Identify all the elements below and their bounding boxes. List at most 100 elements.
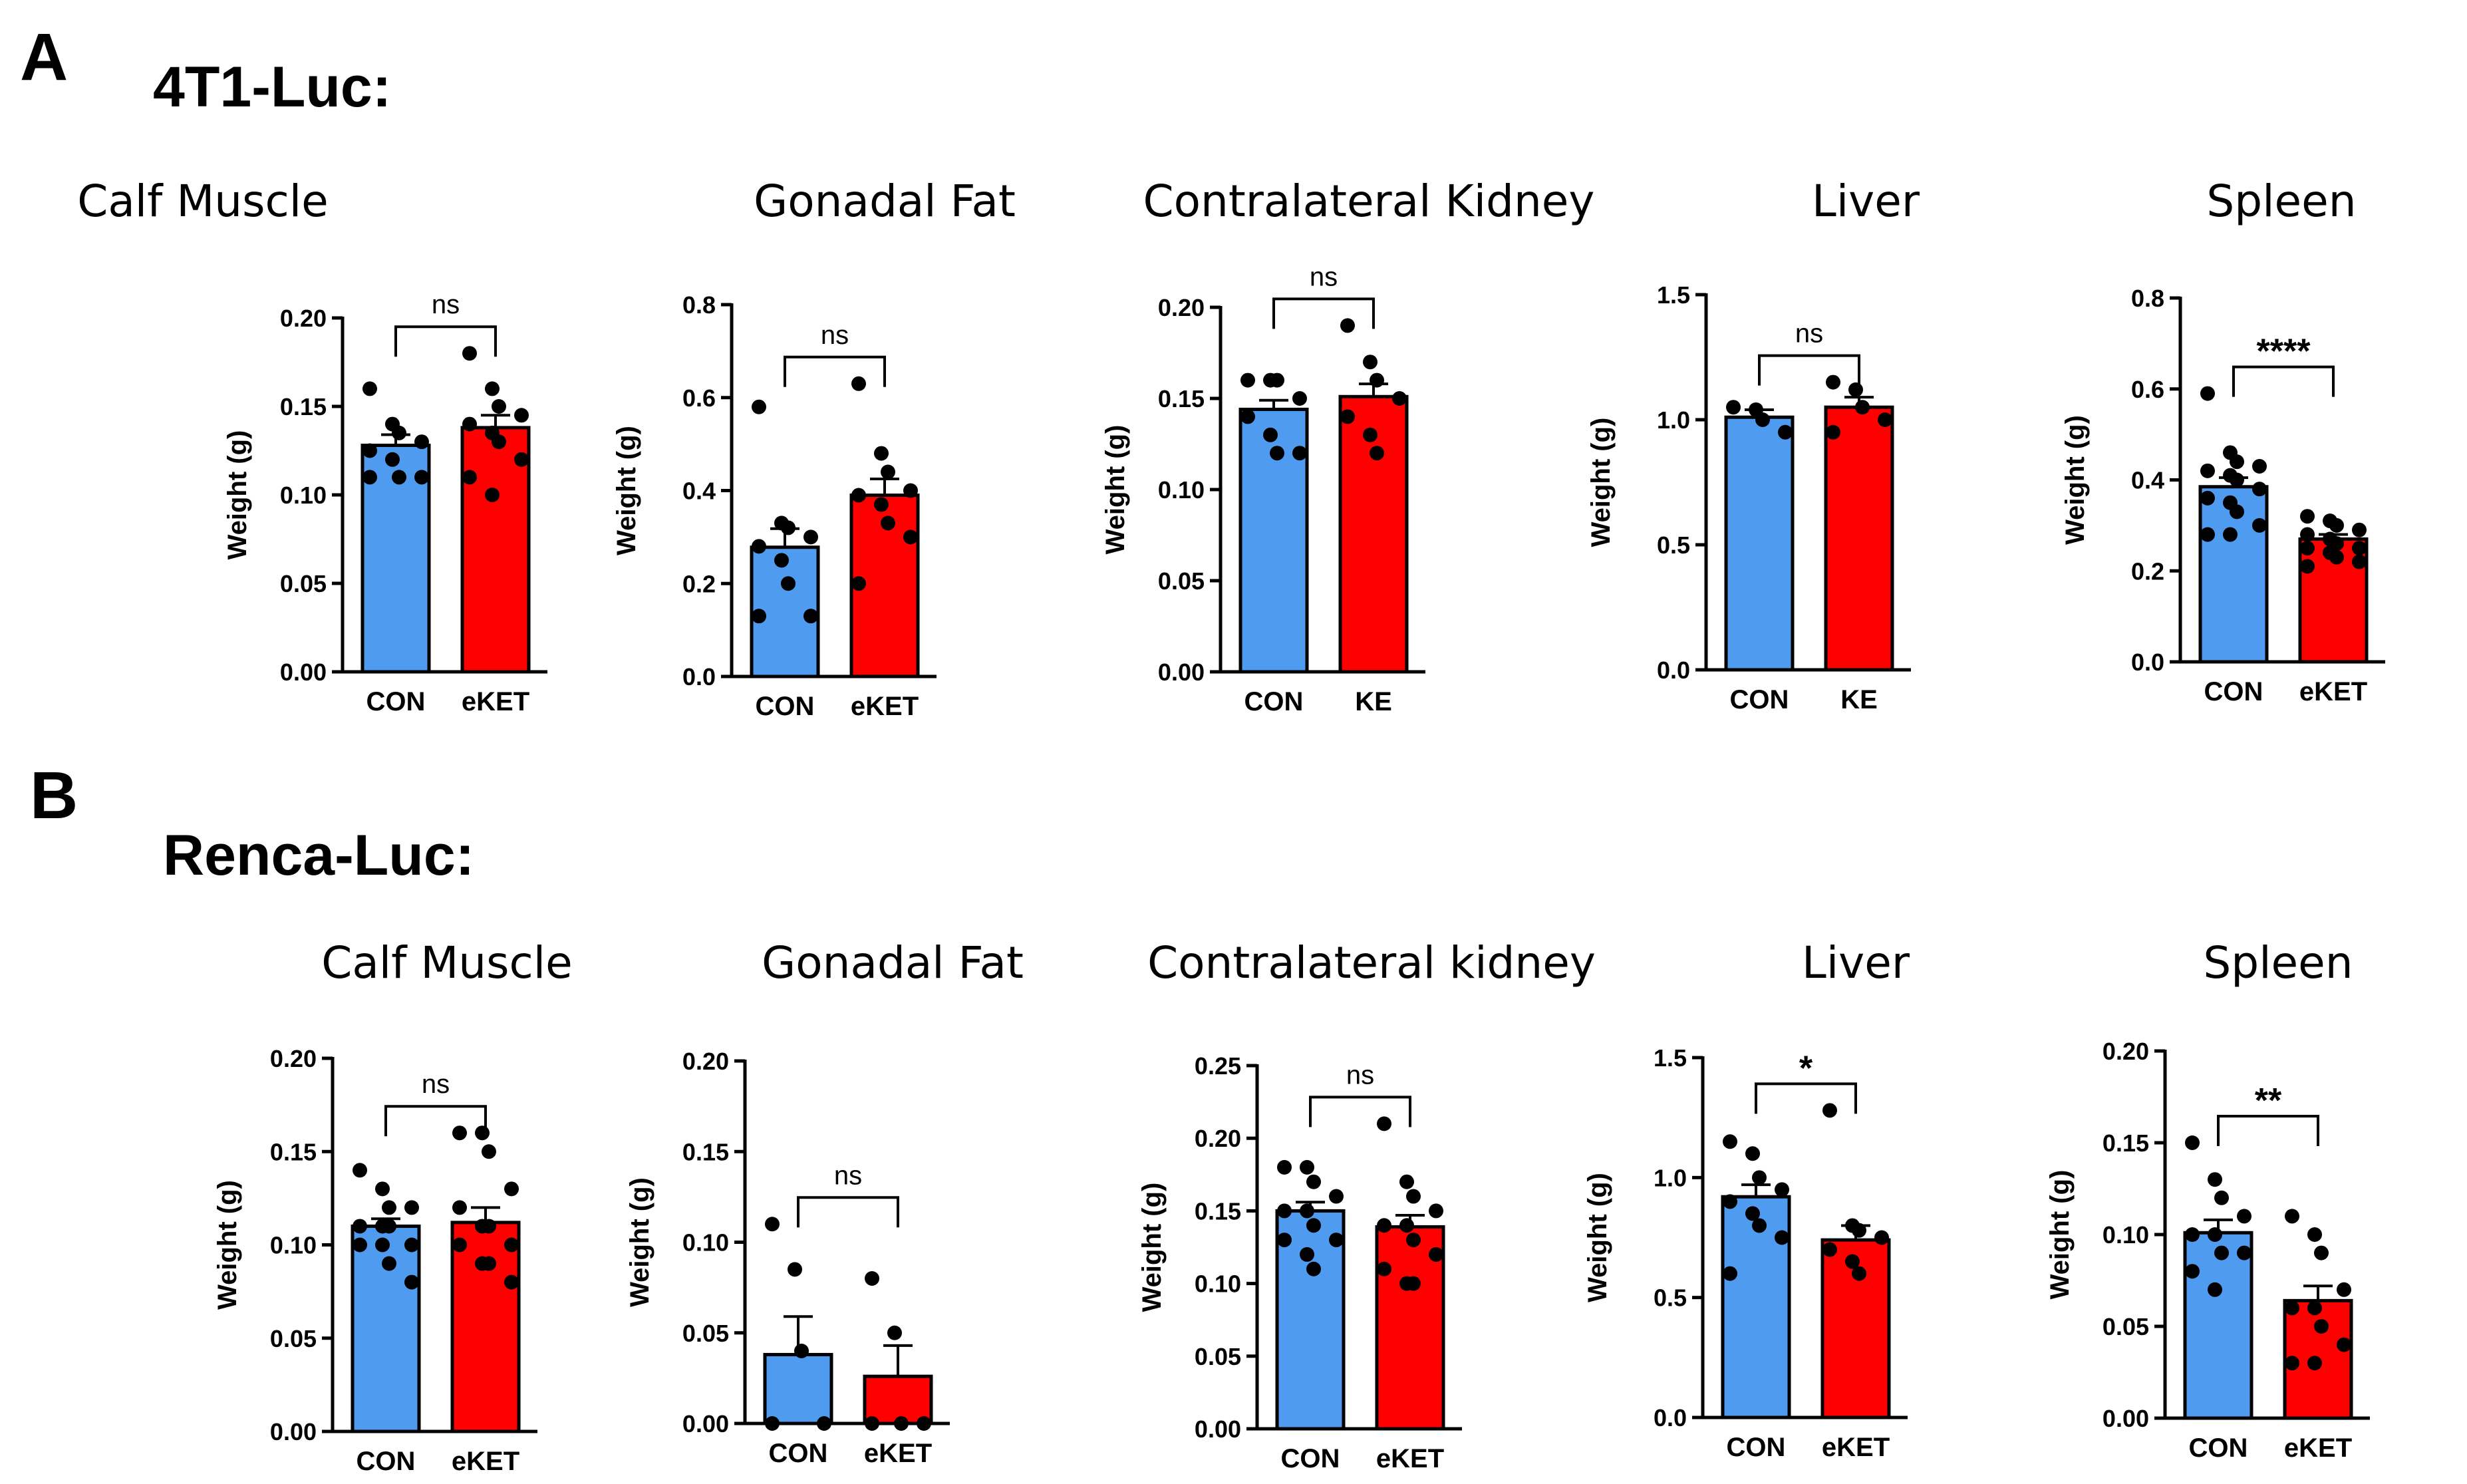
y-tick-label: 0.8 [2131,285,2164,312]
category-label: CON [756,692,815,721]
data-point [2300,559,2315,574]
data-point [482,1219,496,1234]
category-label: eKET [2299,677,2367,706]
chart-8: Contralateral kidney 0.00 0.05 0.10 0.15 0.20… [1137,937,1596,1473]
y-tick-label: 1.5 [1654,1044,1687,1072]
y-tick-label: 0.05 [682,1320,729,1347]
y-tick-label: 0.00 [2103,1405,2149,1432]
data-point [414,470,429,485]
y-tick-label: 0.8 [682,291,716,319]
data-point [765,1217,780,1232]
data-point [774,553,789,568]
data-point [781,576,796,591]
data-point [1392,391,1407,406]
data-point [803,609,818,624]
data-point [2230,454,2244,470]
y-axis-label: Weight (g) [612,426,641,555]
chart-10: Spleen 0.00 0.05 0.10 0.15 0.20 Weight (g) CON e… [2045,937,2370,1463]
y-tick-label: 0.15 [1195,1197,1241,1225]
y-tick-label: 0.15 [270,1138,317,1165]
category-label: eKET [452,1447,519,1476]
data-point [1270,446,1284,461]
data-point [1277,1233,1292,1248]
data-point [1848,382,1863,397]
y-tick-label: 0.4 [2131,467,2164,494]
y-tick-label: 1.0 [1654,1164,1687,1191]
significance-bracket [1758,354,1860,386]
data-point [2329,549,2344,565]
y-tick-label: 0.00 [682,1410,729,1437]
data-point [482,1144,496,1159]
data-point [475,1125,490,1141]
data-point [1852,1223,1866,1238]
data-point [462,346,477,361]
data-point [2214,1190,2229,1205]
data-point [1240,409,1255,424]
data-point [2230,504,2244,519]
charts-group: Calf Muscle 0.00 0.05 0.10 0.15 0.20 Weight (g… [77,176,2385,1476]
y-axis-label: Weight (g) [2045,1170,2075,1300]
category-label: eKET [851,692,919,721]
data-point [874,497,889,512]
chart-title: Spleen [2206,176,2356,227]
data-point [1845,1254,1860,1269]
data-point [1826,424,1840,440]
y-tick-label: 0.0 [1654,1404,1687,1431]
significance-bracket [2232,365,2335,397]
category-label: eKET [1376,1444,1444,1473]
significance-bracket [2217,1115,2319,1146]
data-point [1292,446,1307,461]
chart-title: Gonadal Fat [762,937,1024,988]
data-point [2214,1245,2229,1261]
data-point [1263,427,1278,442]
data-point [382,1256,396,1271]
data-point [452,1125,467,1141]
chart-9: Liver 0.0 0.5 1.0 1.5 Weight (g) CON eKET * [1583,937,1910,1462]
y-tick-label: 0.0 [682,663,716,690]
y-tick-label: 0.5 [1657,531,1690,559]
data-point [1306,1261,1321,1276]
data-point [1240,372,1255,388]
data-point [1429,1247,1443,1262]
y-tick-label: 0.05 [270,1325,317,1352]
category-label: CON [1727,1433,1786,1462]
data-point [2200,527,2215,542]
data-point [1723,1194,1737,1209]
significance-label: ns [1346,1060,1374,1090]
data-point [1874,1230,1889,1245]
data-point [1340,318,1355,333]
data-point [817,1416,831,1431]
data-point [353,1237,367,1253]
data-point [1855,400,1870,415]
data-point [2252,482,2267,497]
data-point [1277,1159,1292,1175]
data-point [2300,541,2315,556]
chart-3: Contralateral Kidney 0.00 0.05 0.10 0.15 0.20… [1101,176,1594,716]
significance-label: ns [821,321,849,350]
data-point [2200,386,2215,401]
significance-bracket [384,1105,487,1137]
y-axis-label: Weight (g) [1101,425,1130,555]
data-point [2208,1227,2222,1242]
data-point [1826,374,1840,390]
data-point [382,1219,396,1234]
y-tick-label: 0.10 [682,1229,729,1257]
data-point [452,1237,467,1253]
y-tick-label: 0.20 [280,305,327,332]
y-tick-label: 0.00 [280,659,327,686]
y-axis-label: Weight (g) [213,1180,242,1310]
data-point [2185,1227,2200,1242]
data-point [404,1274,419,1290]
data-point [894,1416,909,1431]
y-tick-label: 0.05 [1158,567,1205,595]
significance-label: **** [2257,333,2311,371]
data-point [482,1256,496,1271]
bar-con [351,1224,421,1433]
data-point [1363,355,1378,370]
y-tick-label: 0.10 [1158,476,1205,504]
data-point [752,609,766,624]
data-point [392,425,406,440]
data-point [1340,409,1355,424]
data-point [492,434,506,450]
data-point [865,1416,879,1431]
